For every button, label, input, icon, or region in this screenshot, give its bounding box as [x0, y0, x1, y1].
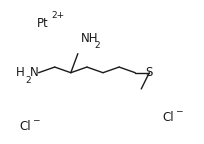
Text: N: N — [30, 66, 39, 79]
Text: Cl: Cl — [20, 120, 31, 133]
Text: 2: 2 — [25, 76, 31, 85]
Text: −: − — [175, 106, 182, 115]
Text: −: − — [32, 115, 40, 124]
Text: Pt: Pt — [37, 17, 48, 30]
Text: S: S — [146, 66, 153, 79]
Text: NH: NH — [81, 32, 98, 45]
Text: 2+: 2+ — [51, 11, 64, 20]
Text: H: H — [16, 66, 24, 79]
Text: Cl: Cl — [162, 111, 174, 124]
Text: 2: 2 — [95, 41, 100, 50]
